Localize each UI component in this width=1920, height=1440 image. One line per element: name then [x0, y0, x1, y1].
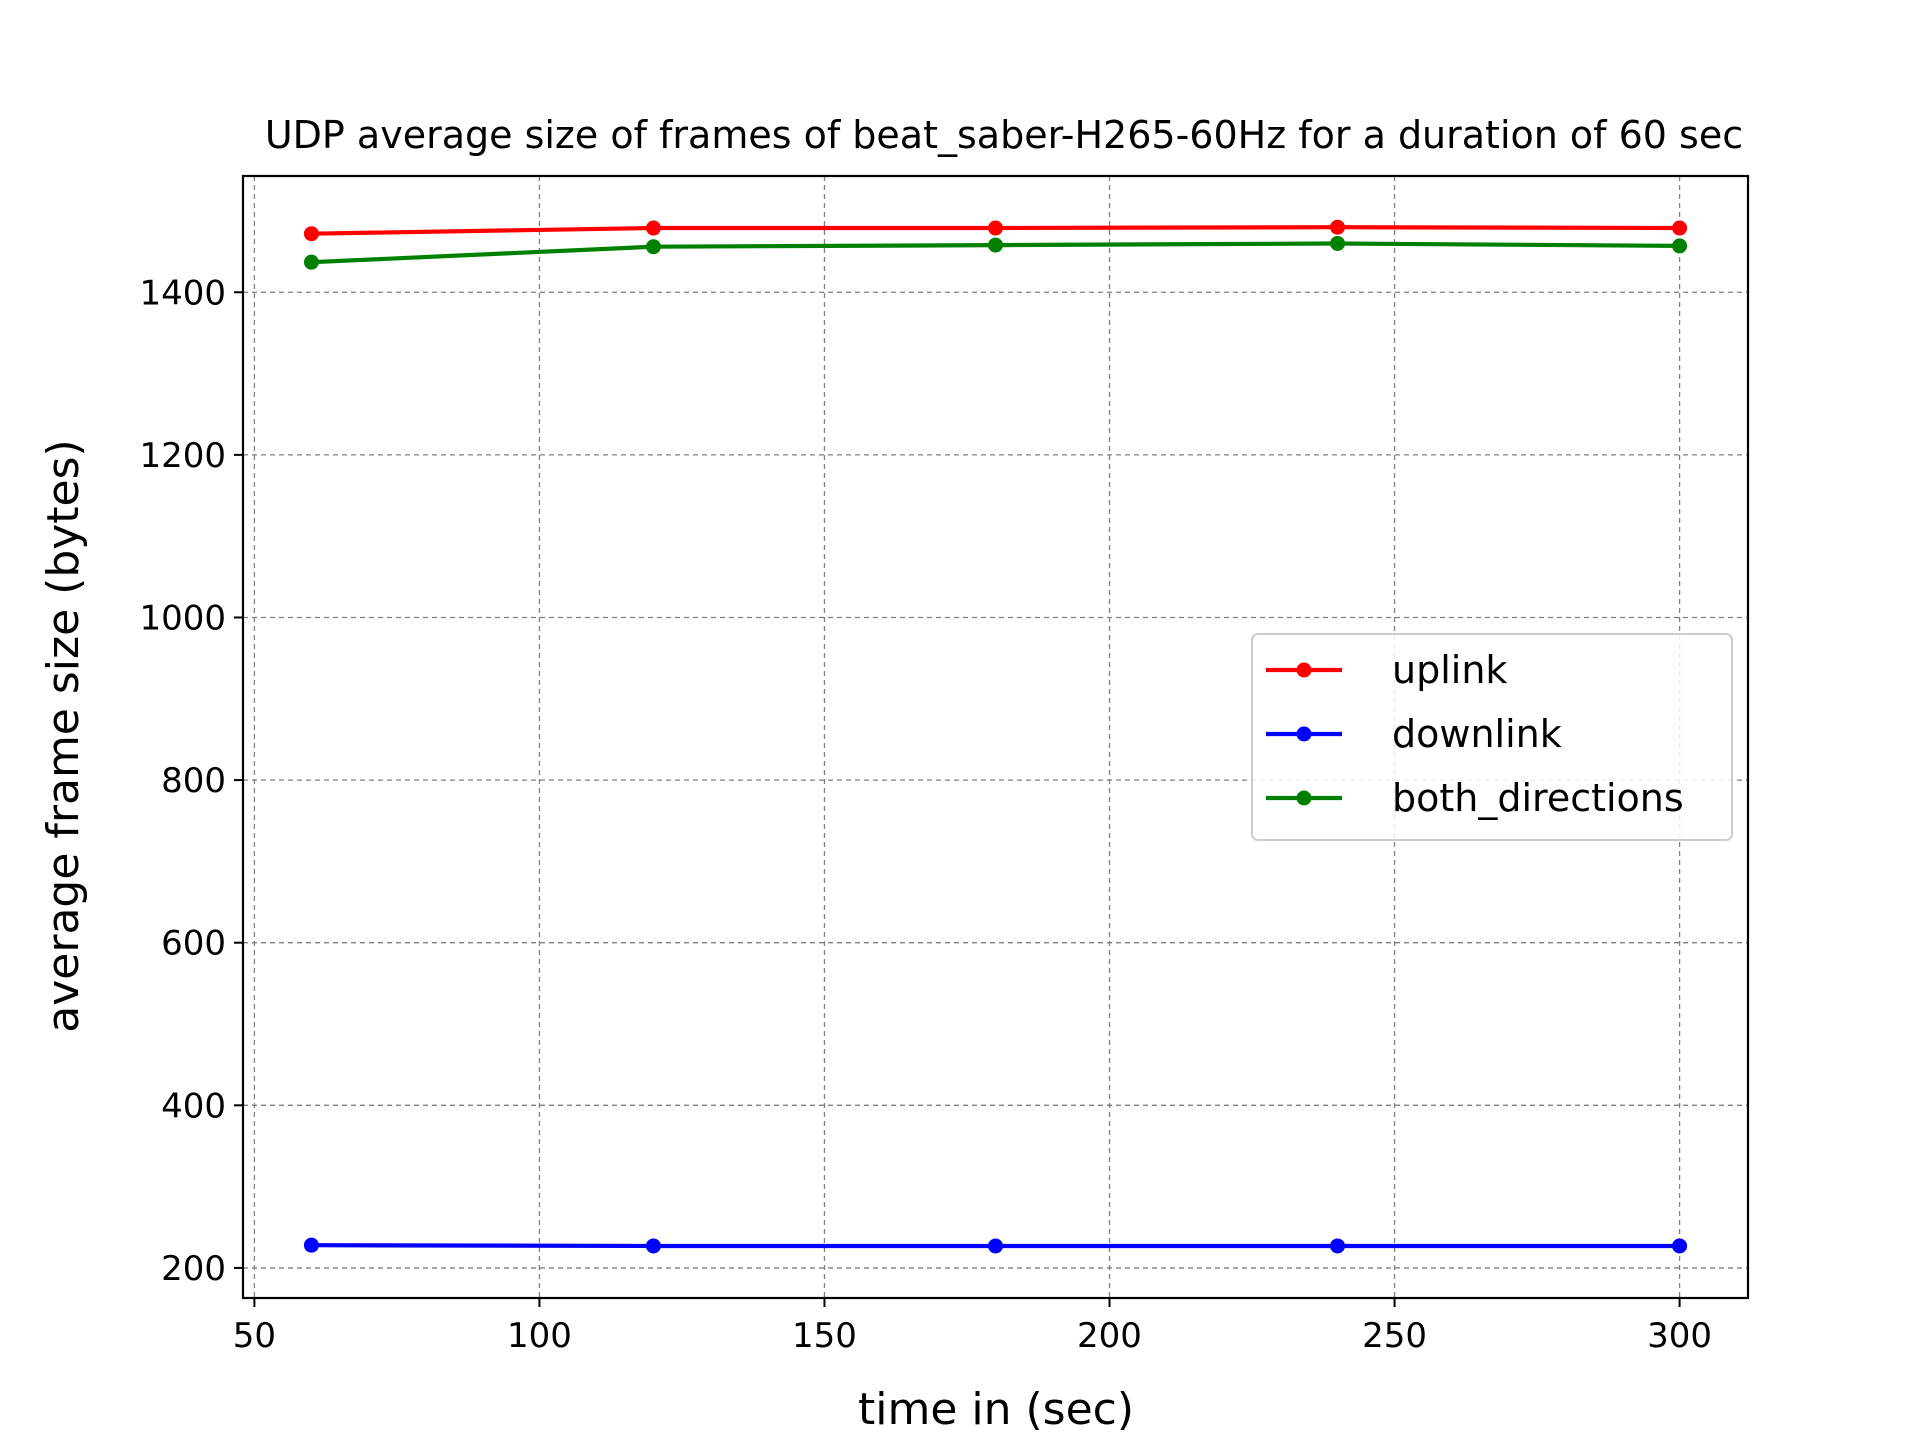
- y-tick-label: 1400: [139, 273, 226, 313]
- x-tick-label: 150: [792, 1316, 857, 1356]
- y-tick-label: 1200: [139, 436, 226, 476]
- chart-title: UDP average size of frames of beat_saber…: [265, 113, 1743, 157]
- y-tick-label: 800: [161, 761, 226, 801]
- data-point: [1330, 1238, 1346, 1254]
- series-uplink: [303, 219, 1688, 242]
- legend-marker-uplink: [1296, 662, 1312, 678]
- data-point: [1672, 220, 1688, 236]
- series-both-directions: [303, 235, 1688, 270]
- data-point: [1672, 238, 1688, 254]
- legend-label-downlink: downlink: [1392, 712, 1562, 756]
- data-point: [645, 1238, 661, 1254]
- y-tick-label: 600: [161, 924, 226, 964]
- x-axis-label: time in (sec): [858, 1384, 1134, 1435]
- data-point: [1672, 1238, 1688, 1254]
- data-point: [1330, 235, 1346, 251]
- series-layer: [303, 219, 1688, 1254]
- data-point: [303, 226, 319, 242]
- data-point: [988, 220, 1003, 236]
- legend-label-uplink: uplink: [1392, 648, 1507, 692]
- legend-box: [1251, 633, 1733, 841]
- legend: uplink downlink both_directions: [1251, 633, 1733, 841]
- y-tick-label: 200: [161, 1249, 226, 1289]
- ticks: 50 100 150 200 250 300 200 400 600 800 1000 1200 140…: [139, 273, 1712, 1356]
- data-point: [303, 254, 319, 270]
- x-tick-label: 50: [233, 1316, 276, 1356]
- y-tick-label: 400: [161, 1086, 226, 1126]
- legend-label-both-directions: both_directions: [1392, 776, 1684, 820]
- data-point: [645, 220, 661, 236]
- legend-marker-downlink: [1296, 726, 1312, 742]
- data-point: [988, 1238, 1003, 1254]
- x-tick-label: 300: [1647, 1316, 1712, 1356]
- legend-marker-both-directions: [1296, 790, 1312, 806]
- data-point: [988, 237, 1003, 253]
- x-tick-label: 100: [507, 1316, 572, 1356]
- y-axis-label: average frame size (bytes): [38, 439, 89, 1032]
- data-point: [303, 1237, 319, 1253]
- x-tick-label: 200: [1077, 1316, 1142, 1356]
- series-downlink: [303, 1237, 1688, 1254]
- x-tick-label: 250: [1362, 1316, 1427, 1356]
- plot-frame: [241, 174, 1750, 1300]
- data-point: [645, 239, 661, 255]
- y-tick-label: 1000: [139, 598, 226, 638]
- data-point: [1330, 219, 1346, 235]
